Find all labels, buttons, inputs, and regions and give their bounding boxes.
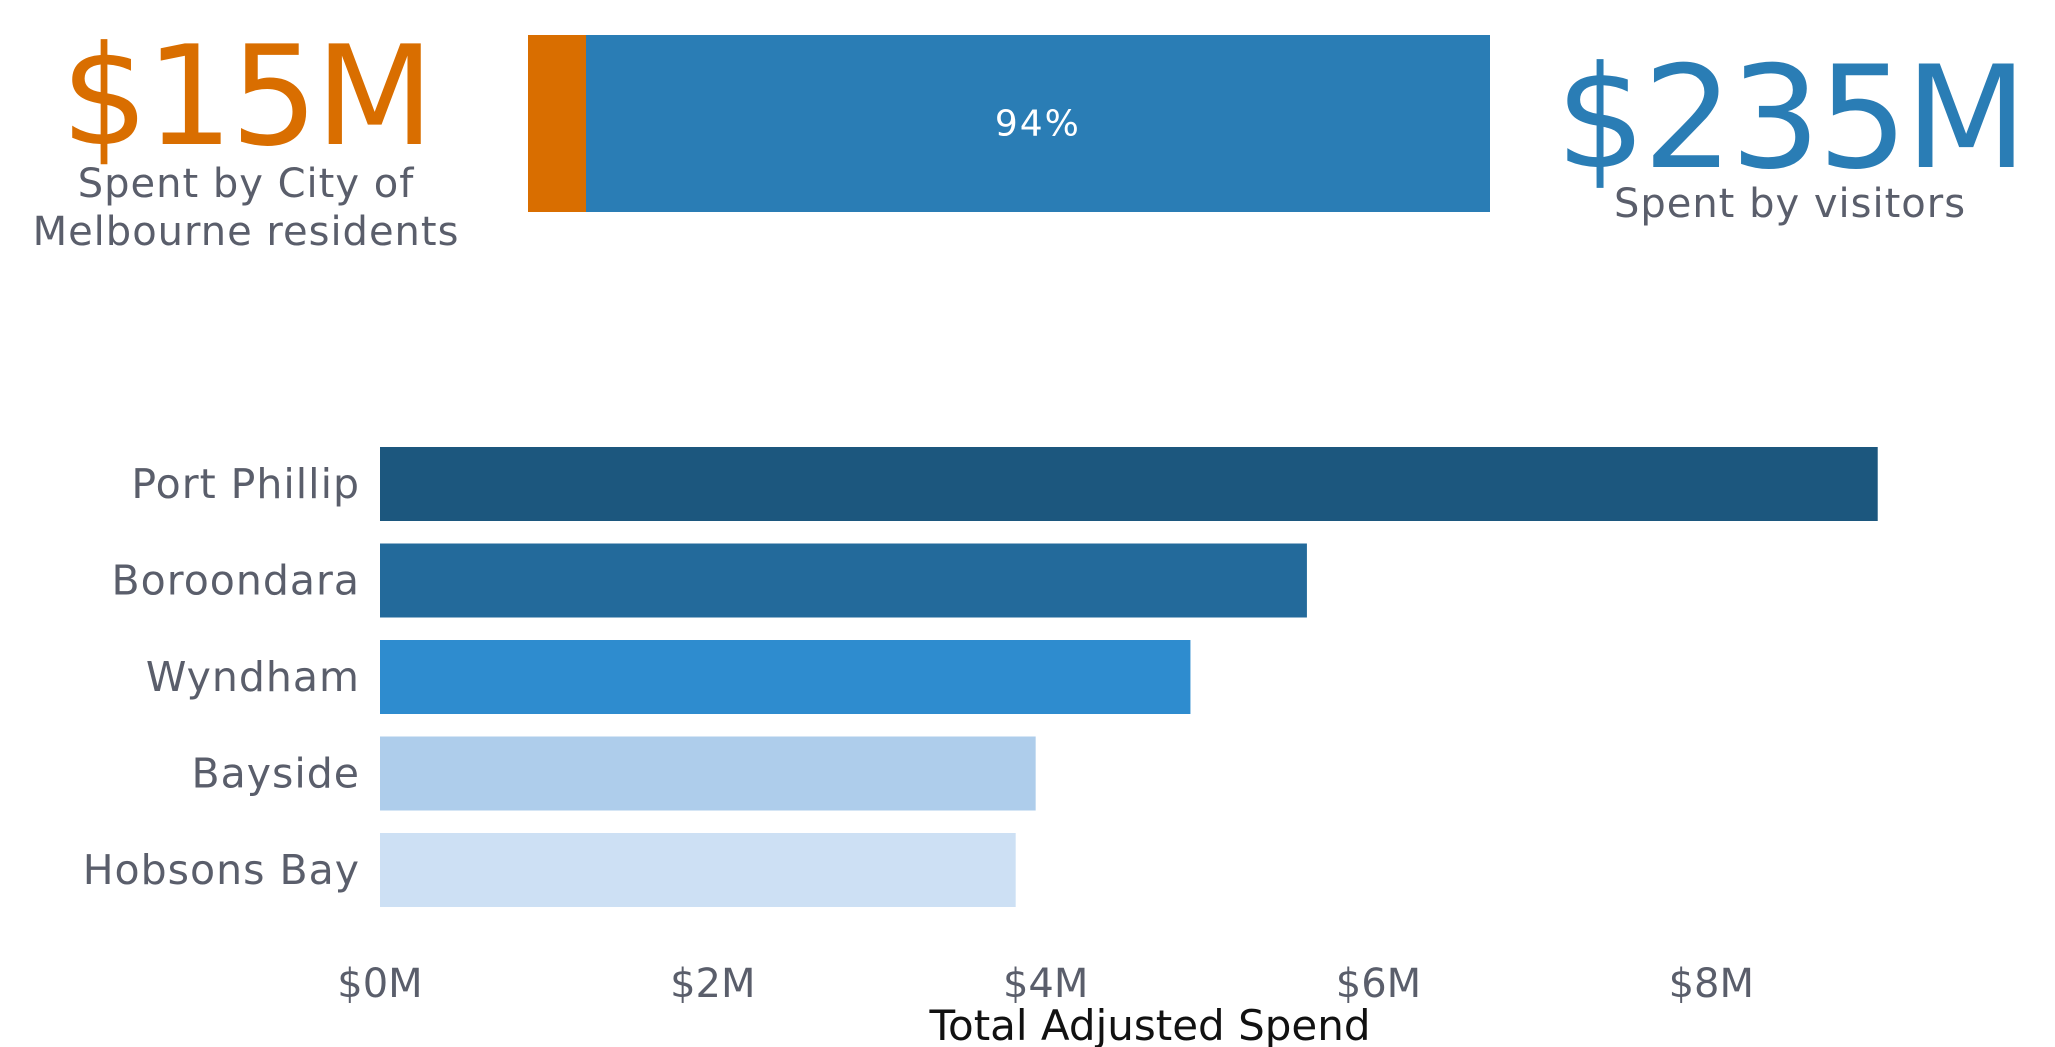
bar-bayside (380, 736, 1036, 811)
residents-spend-value: $15M (60, 16, 434, 177)
residents-spend-caption: Spent by City of Melbourne residents (0, 160, 492, 256)
category-label: Wyndham (146, 653, 360, 701)
residents-share-segment (528, 35, 586, 212)
bar-boroondara (380, 543, 1307, 618)
category-label: Hobsons Bay (83, 846, 360, 894)
category-label: Boroondara (112, 557, 360, 605)
residents-caption-line2: Melbourne residents (32, 209, 460, 255)
residents-caption-line1: Spent by City of (77, 161, 415, 207)
spend-split-bar: 94% (528, 35, 1490, 212)
visitors-share-segment (585, 35, 1490, 212)
bar-wyndham (380, 640, 1191, 714)
category-label: Bayside (191, 750, 360, 798)
x-tick-label: $2M (670, 961, 755, 1007)
x-tick-label: $0M (337, 961, 422, 1007)
x-tick-label: $6M (1336, 961, 1421, 1007)
x-tick-label: $4M (1003, 961, 1088, 1007)
x-axis-title: Total Adjusted Spend (928, 1001, 1370, 1047)
bar-port-phillip (380, 447, 1878, 521)
category-label: Port Phillip (131, 460, 360, 508)
visitors-spend-value: $235M (1555, 36, 2028, 201)
visitors-share-label: 94% (994, 103, 1081, 144)
visitors-spend-caption: Spent by visitors (1613, 181, 1967, 227)
x-tick-label: $8M (1669, 961, 1754, 1007)
bar-hobsons-bay (380, 833, 1016, 907)
spend-by-municipality-chart: Port Phillip Boroondara Wyndham Bayside Hobs… (83, 447, 1878, 1047)
